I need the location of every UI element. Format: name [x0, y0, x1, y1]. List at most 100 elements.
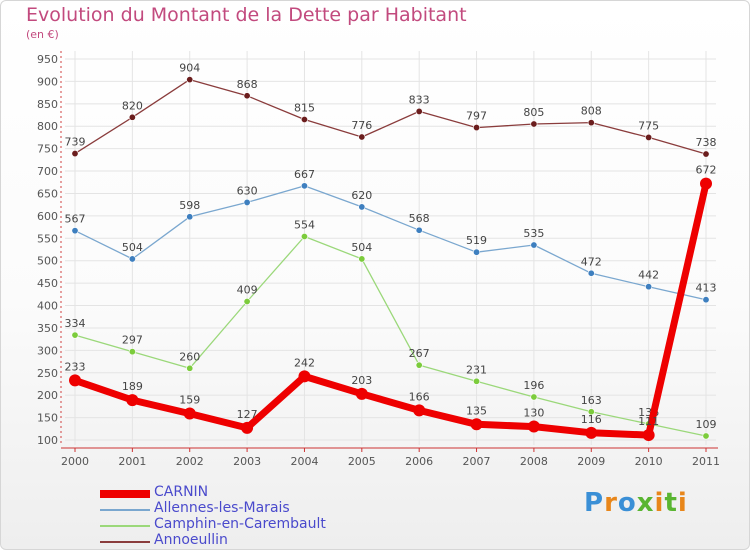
- data-label: 504: [351, 241, 372, 254]
- data-point: [241, 421, 254, 434]
- data-point: [587, 269, 595, 277]
- data-point: [300, 233, 308, 241]
- data-label: 130: [523, 407, 544, 420]
- logo-letter: t: [664, 488, 678, 518]
- data-point: [71, 227, 79, 235]
- data-point: [587, 119, 595, 127]
- data-point: [71, 331, 79, 339]
- x-tick-label: 2007: [463, 455, 491, 468]
- data-point: [415, 226, 423, 234]
- data-point: [530, 120, 538, 128]
- data-point: [71, 150, 79, 158]
- data-point: [243, 198, 251, 206]
- chart-subtitle: (en €): [26, 28, 59, 41]
- data-point: [243, 92, 251, 100]
- y-tick-label: 200: [37, 389, 58, 402]
- data-point: [527, 420, 540, 433]
- logo-letter: i: [677, 488, 688, 518]
- data-label: 413: [696, 282, 717, 295]
- legend-label: CARNIN: [154, 484, 209, 500]
- logo-letter: r: [604, 488, 618, 518]
- y-tick-label: 400: [37, 300, 58, 313]
- data-label: 535: [523, 227, 544, 240]
- data-label: 109: [696, 418, 717, 431]
- data-label: 620: [351, 189, 372, 202]
- data-point: [473, 377, 481, 385]
- data-label: 568: [409, 212, 430, 225]
- data-label: 904: [179, 62, 200, 75]
- data-label: 334: [65, 317, 86, 330]
- y-tick-label: 850: [37, 98, 58, 111]
- logo-letter: P: [584, 488, 605, 518]
- data-point: [358, 133, 366, 141]
- data-point: [355, 387, 368, 400]
- data-label: 472: [581, 255, 602, 268]
- data-label: 196: [523, 379, 544, 392]
- data-label: 127: [237, 408, 258, 421]
- data-label: 667: [294, 168, 315, 181]
- data-point: [530, 393, 538, 401]
- data-label: 409: [237, 283, 258, 296]
- data-label: 166: [409, 390, 430, 403]
- data-label: 738: [696, 136, 717, 149]
- data-label: 233: [65, 360, 86, 373]
- data-label: 598: [179, 199, 200, 212]
- data-point: [186, 364, 194, 372]
- y-tick-label: 950: [37, 53, 58, 66]
- data-label: 630: [237, 184, 258, 197]
- legend-swatch: [100, 509, 150, 511]
- data-point: [69, 374, 81, 387]
- data-label: 297: [122, 334, 143, 347]
- x-tick-label: 2005: [348, 455, 376, 468]
- data-point: [243, 297, 251, 305]
- y-tick-label: 150: [37, 412, 58, 425]
- data-label: 805: [523, 106, 544, 119]
- data-label: 189: [122, 380, 143, 393]
- legend-swatch: [100, 541, 150, 543]
- y-tick-label: 550: [37, 232, 58, 245]
- legend-swatch: [100, 525, 150, 527]
- data-label: 833: [409, 93, 430, 106]
- data-point: [300, 182, 308, 190]
- data-point: [183, 407, 196, 420]
- y-tick-label: 750: [37, 143, 58, 156]
- data-label: 231: [466, 363, 487, 376]
- data-label: 159: [179, 394, 200, 407]
- x-tick-label: 2002: [176, 455, 204, 468]
- legend-label: Allennes-les-Marais: [154, 500, 290, 516]
- data-label: 504: [122, 241, 143, 254]
- data-point: [186, 76, 194, 84]
- data-point: [358, 203, 366, 211]
- x-tick-label: 2000: [61, 455, 89, 468]
- data-point: [645, 133, 653, 141]
- data-label: 203: [351, 374, 372, 387]
- y-tick-label: 100: [37, 434, 58, 447]
- logo-letter: i: [654, 488, 665, 518]
- data-label: 519: [466, 234, 487, 247]
- data-label: 775: [638, 119, 659, 132]
- data-point: [585, 426, 598, 439]
- data-point: [642, 429, 655, 442]
- chart-title: Evolution du Montant de la Dette par Hab…: [26, 4, 467, 26]
- data-point: [702, 150, 710, 158]
- logo-letter: x: [636, 488, 655, 518]
- y-tick-label: 900: [37, 75, 58, 88]
- data-point: [358, 255, 366, 263]
- x-tick-label: 2001: [118, 455, 146, 468]
- y-tick-label: 500: [37, 255, 58, 268]
- data-point: [473, 124, 481, 132]
- data-label: 567: [65, 213, 86, 226]
- data-label: 815: [294, 102, 315, 115]
- legend-label: Camphin-en-Carembault: [154, 516, 326, 532]
- data-point: [413, 404, 426, 417]
- series-line-2: [74, 235, 707, 437]
- series-line-3: [74, 78, 707, 155]
- data-label: 672: [696, 164, 717, 177]
- data-label: 776: [351, 119, 372, 132]
- data-point: [470, 418, 483, 431]
- data-point: [530, 241, 538, 249]
- data-point: [587, 408, 595, 416]
- x-tick-label: 2008: [520, 455, 548, 468]
